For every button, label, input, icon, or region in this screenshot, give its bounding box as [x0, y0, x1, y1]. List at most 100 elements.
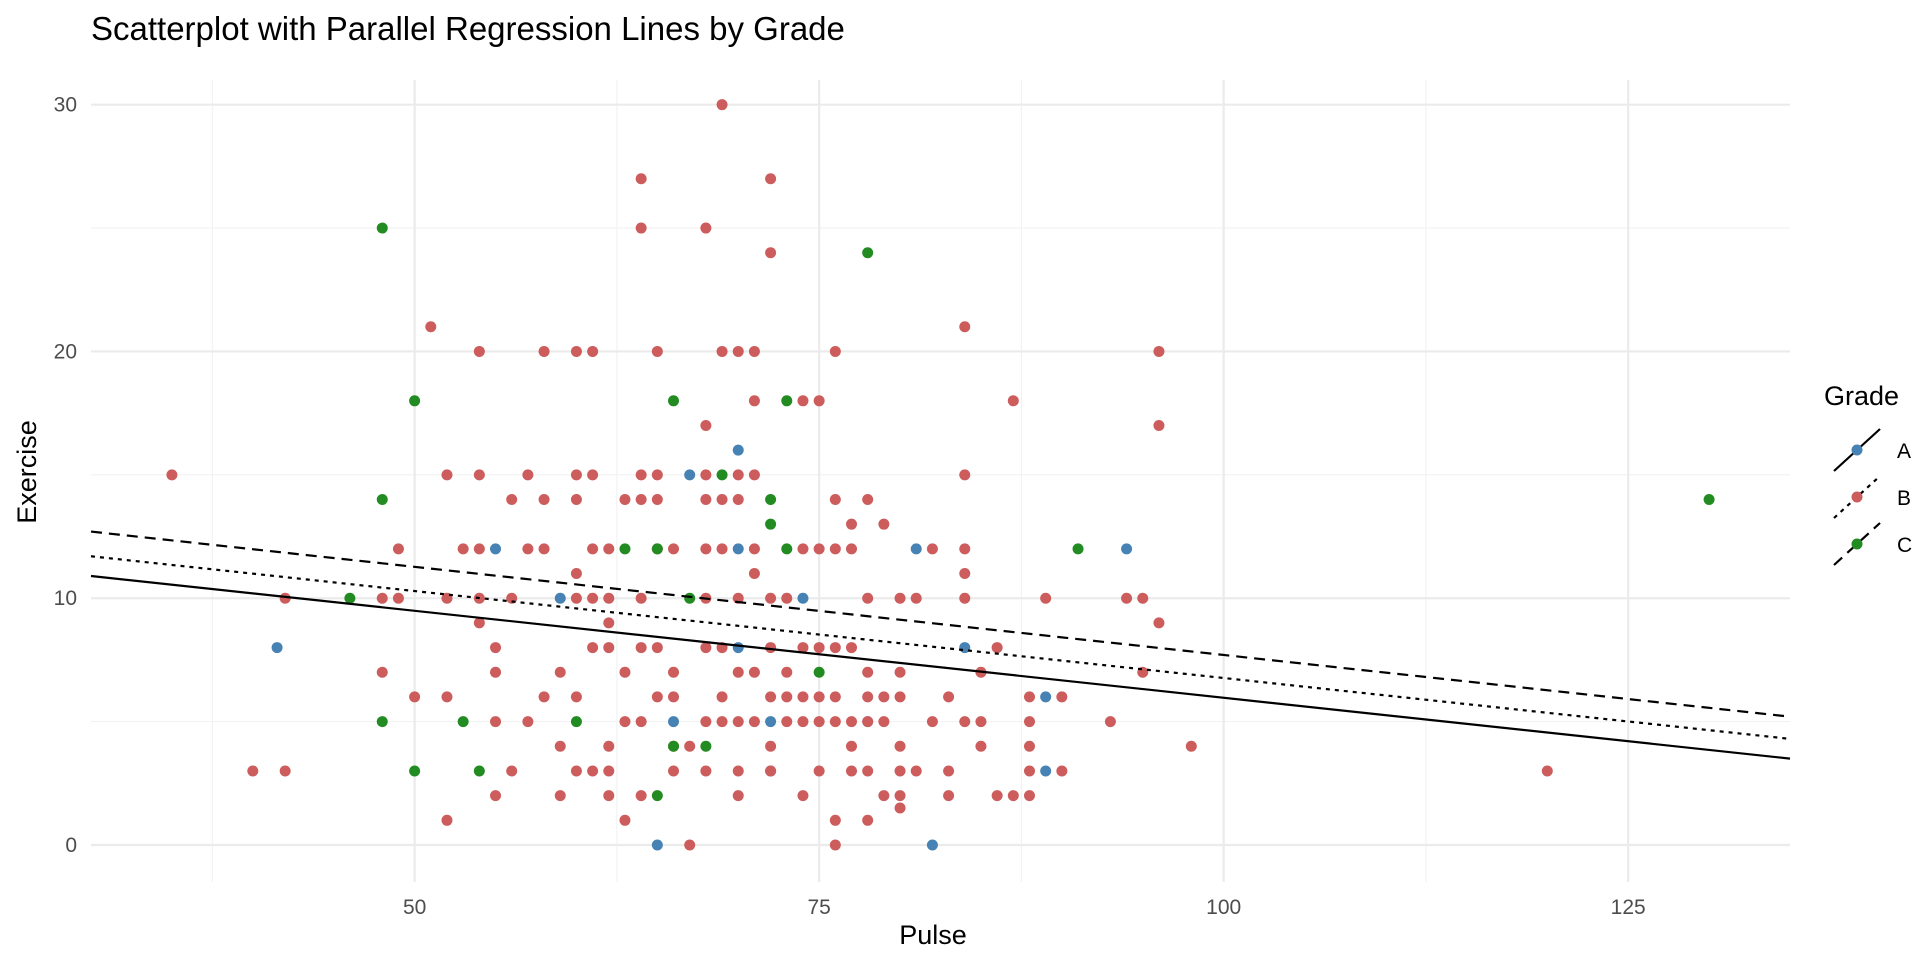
- data-point: [846, 518, 858, 530]
- data-point: [376, 494, 388, 506]
- data-point: [765, 247, 777, 259]
- regression-line: [90, 530, 1791, 718]
- data-point: [797, 716, 809, 728]
- data-point: [829, 642, 841, 654]
- data-point: [247, 765, 259, 777]
- data-point: [457, 543, 469, 555]
- data-point: [441, 691, 453, 703]
- data-point: [651, 839, 663, 851]
- data-point: [425, 321, 437, 333]
- data-point: [1153, 617, 1165, 629]
- data-point: [473, 617, 485, 629]
- data-point: [619, 494, 631, 506]
- data-point: [894, 740, 906, 752]
- data-point: [829, 494, 841, 506]
- data-point: [668, 740, 680, 752]
- data-point: [846, 543, 858, 555]
- data-point: [1040, 592, 1052, 604]
- data-point: [765, 740, 777, 752]
- data-point: [668, 765, 680, 777]
- data-point: [376, 592, 388, 604]
- data-point: [732, 765, 744, 777]
- data-point: [409, 395, 421, 407]
- data-point: [554, 740, 566, 752]
- data-point: [166, 469, 178, 481]
- data-point: [878, 790, 890, 802]
- data-point: [829, 814, 841, 826]
- data-point: [1541, 765, 1553, 777]
- data-point: [603, 765, 615, 777]
- data-point: [829, 691, 841, 703]
- data-point: [506, 494, 518, 506]
- data-point: [781, 395, 793, 407]
- data-point: [441, 469, 453, 481]
- minor-grid: [91, 80, 1790, 882]
- data-point: [554, 592, 566, 604]
- data-point: [878, 691, 890, 703]
- data-point: [765, 173, 777, 185]
- data-point: [700, 765, 712, 777]
- data-point: [878, 716, 890, 728]
- legend-key-point: [1851, 538, 1863, 550]
- data-point: [587, 592, 599, 604]
- data-point: [635, 469, 647, 481]
- data-point: [1023, 740, 1035, 752]
- data-point: [700, 494, 712, 506]
- data-point: [862, 592, 874, 604]
- data-point: [1023, 765, 1035, 777]
- data-point: [570, 592, 582, 604]
- legend-label: C: [1897, 534, 1912, 557]
- data-point: [651, 642, 663, 654]
- data-point: [684, 592, 696, 604]
- data-point: [538, 494, 550, 506]
- x-tick-label: 100: [1206, 896, 1241, 919]
- regression-line: [90, 555, 1791, 740]
- data-point: [651, 691, 663, 703]
- data-point: [716, 494, 728, 506]
- regression-line: [90, 574, 1791, 760]
- data-point: [926, 839, 938, 851]
- legend-label: A: [1897, 440, 1911, 463]
- data-point: [700, 469, 712, 481]
- x-tick-labels: 50 75 100 125: [403, 896, 1646, 919]
- data-point: [490, 666, 502, 678]
- data-point: [1153, 345, 1165, 357]
- data-point: [894, 765, 906, 777]
- data-point: [813, 395, 825, 407]
- data-point: [813, 691, 825, 703]
- legend-key-point: [1851, 491, 1863, 503]
- y-tick-label: 20: [54, 340, 77, 363]
- data-point: [959, 568, 971, 580]
- x-tick-label: 125: [1611, 896, 1646, 919]
- data-point: [522, 543, 534, 555]
- data-point: [748, 395, 760, 407]
- data-point: [748, 469, 760, 481]
- data-point: [522, 469, 534, 481]
- data-point: [716, 691, 728, 703]
- data-point: [570, 691, 582, 703]
- data-point: [732, 716, 744, 728]
- data-point: [376, 666, 388, 678]
- data-point: [1185, 740, 1197, 752]
- data-point: [700, 642, 712, 654]
- data-point: [554, 666, 566, 678]
- data-point: [926, 543, 938, 555]
- data-point: [846, 740, 858, 752]
- data-point: [781, 716, 793, 728]
- data-point: [1007, 790, 1019, 802]
- data-point: [846, 642, 858, 654]
- regression-lines: [90, 530, 1791, 760]
- data-point: [570, 716, 582, 728]
- data-point: [376, 222, 388, 234]
- data-point: [894, 802, 906, 814]
- y-tick-labels: 0 10 20 30: [54, 94, 77, 857]
- data-point: [862, 814, 874, 826]
- data-point: [1023, 790, 1035, 802]
- data-point: [797, 395, 809, 407]
- data-point: [1040, 765, 1052, 777]
- data-point: [619, 543, 631, 555]
- data-point: [700, 716, 712, 728]
- data-point: [538, 543, 550, 555]
- x-tick-label: 75: [807, 896, 830, 919]
- data-point: [409, 765, 421, 777]
